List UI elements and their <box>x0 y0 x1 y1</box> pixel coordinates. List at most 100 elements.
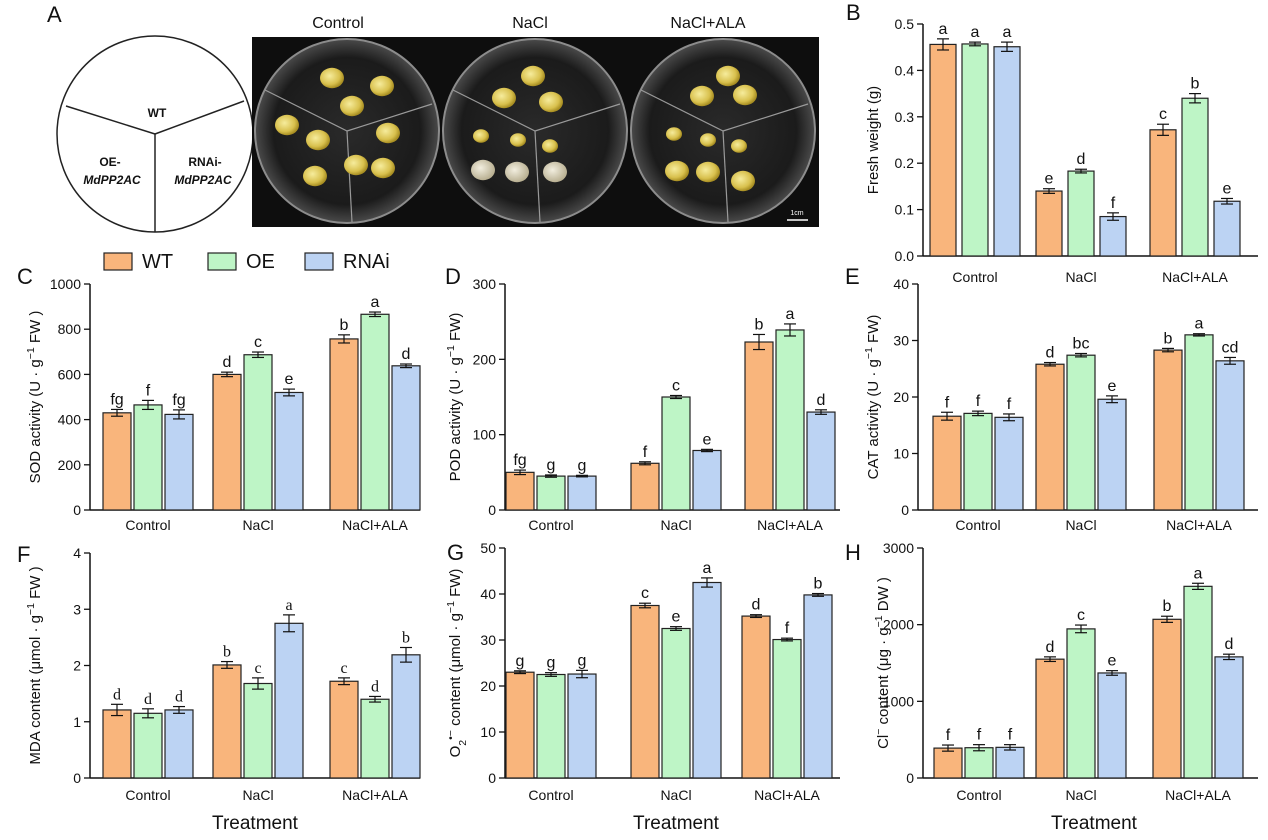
bar-wt <box>102 709 132 779</box>
callus <box>303 165 327 187</box>
significance-letter: f <box>146 382 151 399</box>
bar-rnai <box>1097 672 1127 779</box>
significance-letter: f <box>1008 727 1013 744</box>
bar-oe <box>961 43 989 257</box>
y-tick-label: 0 <box>488 502 496 518</box>
bar-wt <box>1152 618 1182 779</box>
y-tick-label: 40 <box>480 586 496 602</box>
x-tick-label: NaCl <box>1065 787 1096 803</box>
bar-oe <box>661 396 691 511</box>
condition-label-nacl: NaCl <box>512 15 548 32</box>
bar-oe <box>1183 585 1213 779</box>
bar-oe <box>133 404 163 511</box>
significance-letter: c <box>254 660 261 677</box>
significance-letter: e <box>285 371 294 388</box>
callus <box>505 161 529 183</box>
significance-letter: c <box>254 334 262 351</box>
x-tick-label: Control <box>125 787 170 803</box>
x-tick-label: NaCl <box>242 517 273 533</box>
significance-letter: cd <box>1222 339 1239 356</box>
significance-letter: d <box>144 691 152 708</box>
bar-wt <box>212 664 242 779</box>
bar-wt <box>630 462 660 511</box>
bar-oe <box>772 638 802 779</box>
callus-clusters <box>275 65 757 192</box>
significance-letter: c <box>1077 607 1085 624</box>
callus <box>716 65 740 87</box>
callus <box>731 170 755 192</box>
panel-a: A WT OE- MdPP2AC RNAi- MdPP2AC <box>47 2 819 233</box>
x-tick-label: NaCl+ALA <box>342 787 408 803</box>
condition-label-nacl-ala: NaCl+ALA <box>670 15 745 32</box>
bar-rnai <box>692 449 722 511</box>
y-tick-label: 0 <box>906 770 914 786</box>
panel-label-d: D <box>445 264 461 289</box>
y-tick-label: 20 <box>480 678 496 694</box>
chart-panel-d: D 0 100 200 300 POD activity (U · g−1 FW) Cont… <box>445 264 840 533</box>
y-axis-label: Cl− content (μg · g−1 DW ) <box>873 577 892 749</box>
y-tick-label: 40 <box>893 276 909 292</box>
y-tick-label: 10 <box>480 724 496 740</box>
bar-oe <box>1066 354 1096 511</box>
bar-rnai <box>1099 215 1127 257</box>
bar-rnai <box>164 709 194 779</box>
x-axis-title: Treatment <box>212 813 299 834</box>
bar-oe <box>963 412 993 511</box>
significance-letter: d <box>752 597 761 614</box>
callus <box>471 159 495 181</box>
bar-charts: B 0.0 0.1 0.2 0.3 0.4 0.5 Fresh weight (g) Contr… <box>17 0 1258 834</box>
callus <box>376 122 400 144</box>
y-tick-label: 10 <box>893 446 909 462</box>
significance-letter: f <box>1111 195 1116 212</box>
y-tick-label: 4 <box>73 545 81 561</box>
callus <box>542 139 558 153</box>
significance-letter: d <box>817 392 826 409</box>
significance-letter: b <box>402 630 410 647</box>
y-tick-label: 0 <box>73 502 81 518</box>
callus <box>370 75 394 97</box>
y-tick-label: 400 <box>58 412 82 428</box>
significance-letter: e <box>703 431 712 448</box>
legend-label-rnai: RNAi <box>343 251 390 273</box>
bar-rnai <box>1213 200 1241 257</box>
bar-wt <box>1149 129 1177 257</box>
significance-letter: a <box>1195 316 1204 333</box>
bar-oe <box>1181 97 1209 257</box>
y-tick-label: 200 <box>58 457 82 473</box>
significance-letter: f <box>977 727 982 744</box>
legend-swatch-wt <box>103 252 133 271</box>
significance-letter: f <box>945 394 950 411</box>
significance-letter: d <box>1046 345 1055 362</box>
callus <box>275 114 299 136</box>
panel-label-a: A <box>47 2 62 27</box>
bar-rnai <box>274 622 304 779</box>
bar-wt <box>505 471 535 511</box>
chart-panel-f: F 0 1 2 3 4 MDA content (μmol · g−1 FW ) Contro… <box>17 542 421 834</box>
bar-wt <box>329 338 359 511</box>
bar-rnai <box>567 475 597 511</box>
significance-letter: e <box>1108 653 1117 670</box>
callus <box>320 67 344 89</box>
significance-letter: fg <box>110 391 123 408</box>
x-tick-label: NaCl+ALA <box>342 517 408 533</box>
significance-letter: d <box>371 678 379 695</box>
scale-bar-label: 1cm <box>790 210 803 217</box>
significance-letter: a <box>1194 565 1203 582</box>
bar-wt <box>102 412 132 511</box>
bar-rnai <box>567 673 597 779</box>
y-tick-label: 50 <box>480 540 496 556</box>
y-tick-label: 100 <box>473 427 497 443</box>
bar-oe <box>661 627 691 779</box>
significance-letter: b <box>1164 330 1173 347</box>
sector-label-rnai: RNAi- <box>188 155 221 169</box>
sector-label-wt: WT <box>148 106 167 120</box>
significance-letter: g <box>516 653 525 670</box>
legend-swatch-rnai <box>304 252 334 271</box>
bar-wt <box>741 615 771 779</box>
legend-label-oe: OE <box>246 251 275 273</box>
bar-rnai <box>164 413 194 511</box>
significance-letter: b <box>1191 76 1200 93</box>
y-tick-label: 1000 <box>883 693 914 709</box>
significance-letter: d <box>402 346 411 363</box>
